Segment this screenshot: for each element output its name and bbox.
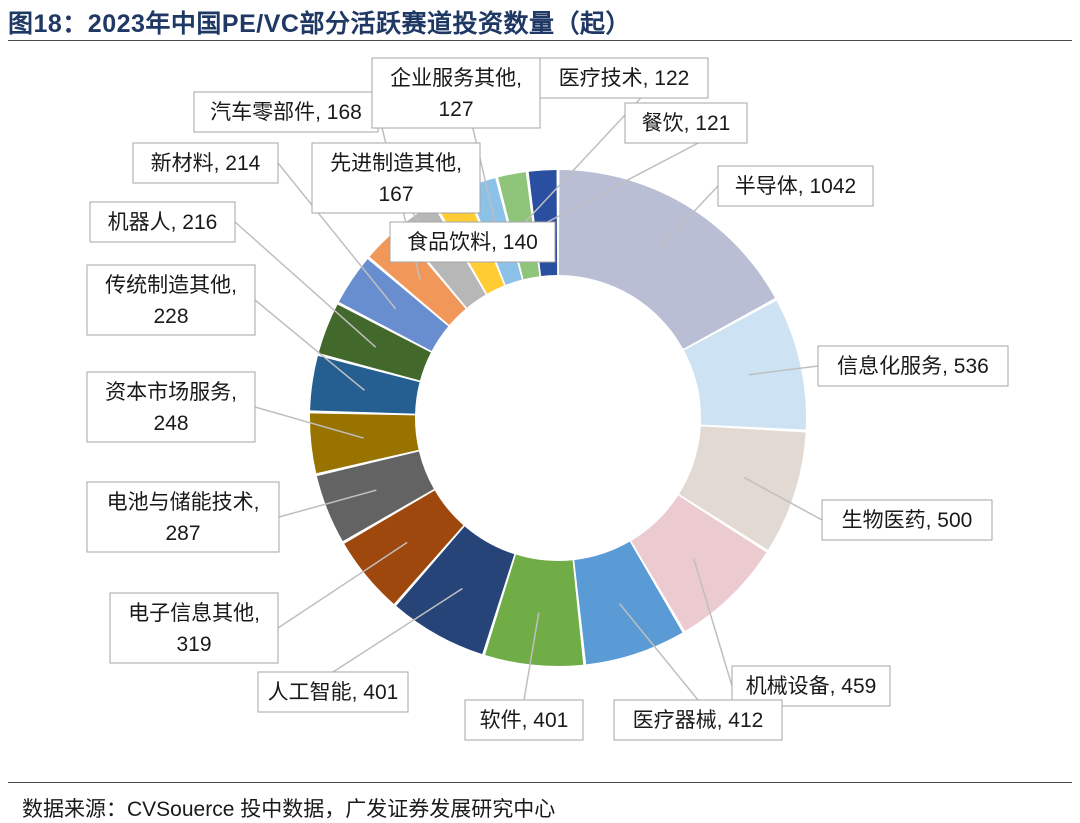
data-label-text: 半导体, 1042 — [735, 175, 856, 198]
data-label-传统制造其他: 传统制造其他, 228 — [86, 264, 256, 336]
data-label-餐饮: 餐饮, 121 — [624, 102, 748, 144]
chart-title: 图18：2023年中国PE/VC部分活跃赛道投资数量（起） — [8, 10, 631, 38]
data-label-text: 企业服务其他, — [390, 67, 522, 90]
data-label-机械设备: 机械设备, 459 — [731, 665, 891, 707]
leader-line-半导体 — [657, 185, 719, 251]
data-label-text: 电池与储能技术, — [107, 491, 260, 514]
data-label-生物医药: 生物医药, 500 — [821, 499, 993, 541]
data-label-新材料: 新材料, 214 — [132, 142, 279, 184]
slice-生物医药 — [679, 426, 806, 550]
data-label-box — [613, 699, 783, 741]
slice-软件 — [485, 554, 584, 666]
data-label-text: 信息化服务, 536 — [837, 355, 989, 378]
data-label-text: 新材料, 214 — [151, 152, 261, 175]
slice-电池与储能技术 — [316, 451, 434, 542]
donut-chart: 半导体, 1042 信息化服务, 536 生物医药, 500 机械设备, 459 医疗器… — [86, 57, 1009, 741]
data-label-box — [132, 142, 279, 184]
data-label-text: 先进制造其他, — [330, 152, 462, 175]
data-label-先进制造其他: 先进制造其他, 167 — [311, 142, 481, 214]
data-label-text: 人工智能, 401 — [268, 681, 399, 704]
data-label-text: 228 — [153, 305, 188, 328]
data-label-text: 医疗技术, 122 — [559, 67, 690, 90]
leader-line-传统制造其他 — [254, 299, 365, 391]
data-label-box — [109, 592, 279, 664]
leader-line-信息化服务 — [748, 365, 819, 376]
data-label-电子信息其他: 电子信息其他, 319 — [109, 592, 279, 664]
data-label-软件: 软件, 401 — [464, 699, 584, 741]
data-label-text: 248 — [153, 412, 188, 435]
data-label-text: 餐饮, 121 — [642, 112, 731, 135]
data-label-信息化服务: 信息化服务, 536 — [817, 345, 1009, 387]
data-label-text: 食品饮料, 140 — [407, 231, 538, 254]
data-label-box — [311, 142, 481, 214]
data-label-box — [539, 57, 709, 99]
data-label-box — [86, 264, 256, 336]
leader-line-机械设备 — [693, 558, 733, 687]
leader-line-医疗器械 — [618, 603, 699, 701]
data-label-医疗器械: 医疗器械, 412 — [613, 699, 783, 741]
slice-labels: 半导体, 1042 信息化服务, 536 生物医药, 500 机械设备, 459 医疗器… — [86, 57, 1009, 741]
slice-传统制造其他 — [310, 355, 420, 414]
data-label-text: 资本市场服务, — [105, 381, 237, 404]
slice-机器人 — [318, 304, 431, 381]
data-label-食品饮料: 食品饮料, 140 — [389, 221, 556, 263]
data-label-半导体: 半导体, 1042 — [717, 165, 874, 207]
data-label-box — [817, 345, 1009, 387]
data-label-box — [86, 371, 256, 443]
data-label-text: 汽车零部件, 168 — [210, 101, 362, 124]
data-label-text: 319 — [176, 633, 211, 656]
data-label-text: 167 — [378, 183, 413, 206]
data-label-box — [371, 57, 541, 129]
leader-line-生物医药 — [743, 476, 823, 521]
data-label-box — [193, 91, 379, 133]
data-label-box — [821, 499, 993, 541]
data-label-text: 电子信息其他, — [128, 602, 260, 625]
data-label-机器人: 机器人, 216 — [89, 201, 236, 243]
slice-人工智能 — [396, 526, 515, 655]
data-label-人工智能: 人工智能, 401 — [257, 671, 409, 713]
data-label-box — [731, 665, 891, 707]
data-label-text: 传统制造其他, — [105, 274, 237, 297]
data-label-box — [464, 699, 584, 741]
leader-line-人工智能 — [332, 587, 463, 673]
data-label-text: 287 — [165, 522, 200, 545]
slice-电子信息其他 — [344, 490, 464, 604]
data-label-box — [89, 201, 236, 243]
data-label-text: 127 — [438, 98, 473, 121]
data-label-汽车零部件: 汽车零部件, 168 — [193, 91, 379, 133]
data-label-text: 机械设备, 459 — [746, 675, 877, 698]
leader-line-医疗技术 — [521, 97, 642, 227]
leader-line-餐饮 — [545, 142, 699, 224]
slice-资本市场服务 — [310, 413, 419, 474]
data-label-box — [717, 165, 874, 207]
leader-line-电池与储能技术 — [278, 489, 377, 518]
data-label-text: 机器人, 216 — [108, 211, 218, 234]
data-label-box — [257, 671, 409, 713]
leader-lines — [234, 97, 823, 701]
data-label-医疗技术: 医疗技术, 122 — [539, 57, 709, 99]
leader-line-软件 — [523, 612, 540, 701]
source-divider — [8, 782, 1072, 783]
data-label-资本市场服务: 资本市场服务, 248 — [86, 371, 256, 443]
leader-line-资本市场服务 — [254, 406, 364, 439]
source-note: 数据来源：CVSouerce 投中数据，广发证券发展研究中心 — [22, 798, 556, 821]
data-label-box — [624, 102, 748, 144]
leader-line-电子信息其他 — [277, 541, 408, 629]
donut-slices — [310, 170, 806, 666]
leader-line-新材料 — [277, 162, 397, 310]
data-label-电池与储能技术: 电池与储能技术, 287 — [86, 481, 280, 553]
slice-机械设备 — [631, 495, 767, 631]
slice-信息化服务 — [683, 300, 806, 430]
data-label-企业服务其他: 企业服务其他, 127 — [371, 57, 541, 129]
data-label-box — [389, 221, 556, 263]
leader-line-机器人 — [234, 221, 377, 348]
slice-医疗器械 — [574, 541, 683, 665]
title-divider — [8, 40, 1072, 41]
slice-半导体 — [558, 170, 776, 349]
data-label-text: 医疗器械, 412 — [633, 709, 764, 732]
data-label-text: 软件, 401 — [480, 709, 569, 732]
slice-新材料 — [338, 259, 449, 352]
data-label-box — [86, 481, 280, 553]
data-label-text: 生物医药, 500 — [842, 509, 973, 532]
